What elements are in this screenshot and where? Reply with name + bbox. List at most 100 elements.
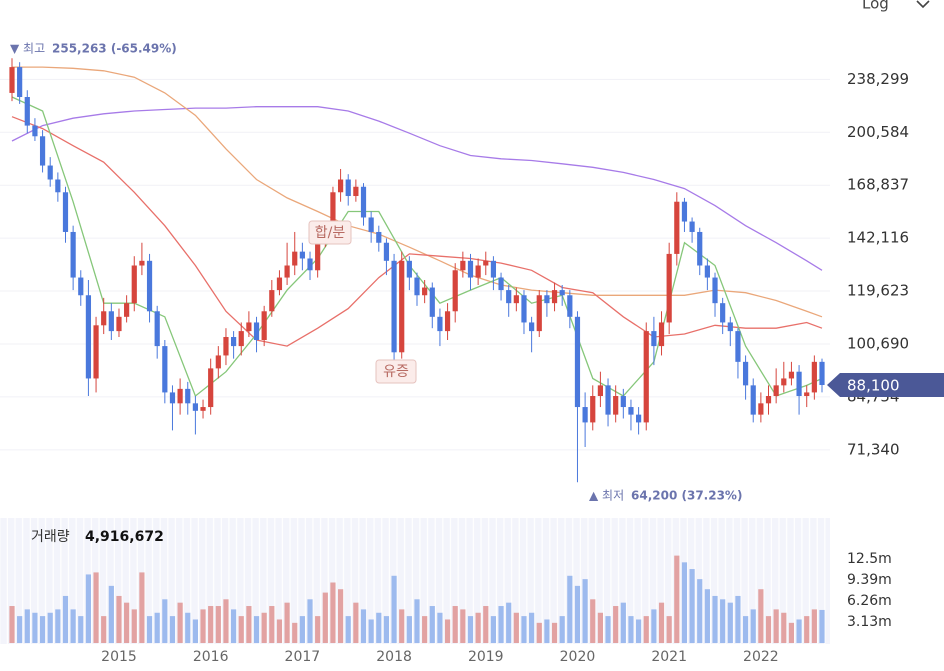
volume-bar (276, 619, 283, 643)
volume-bar (658, 602, 665, 643)
candle-body (422, 287, 428, 296)
candle-body (620, 396, 626, 408)
volume-bar (597, 612, 603, 643)
candle-body (391, 260, 397, 353)
candle-body (567, 295, 573, 317)
candle-body (253, 322, 260, 341)
x-tick-label: 2020 (560, 649, 596, 665)
candle-body (811, 361, 817, 393)
volume-bar (544, 619, 550, 643)
volume-bar (551, 622, 558, 643)
scale-toggle-label[interactable]: Log (862, 0, 889, 13)
volume-bar (345, 616, 351, 643)
volume-bar (360, 609, 367, 643)
volume-bar (192, 619, 198, 643)
candle-body (246, 322, 252, 332)
candle-body (284, 265, 290, 278)
candle-body (689, 221, 695, 232)
volume-bar (643, 616, 649, 643)
candle-body (582, 407, 588, 423)
volume-bar (177, 602, 183, 643)
candle-body (353, 186, 359, 197)
volume-bar (55, 609, 61, 643)
volume-bar (383, 616, 390, 643)
volume-bar (353, 602, 359, 643)
volume-bar (62, 595, 69, 643)
candle-body (368, 217, 374, 232)
candle-body (513, 295, 519, 304)
candle-body (521, 295, 527, 323)
candle-body (574, 316, 581, 408)
moving-average-line (11, 106, 823, 271)
volume-bar (681, 562, 688, 643)
volume-bar (758, 589, 764, 643)
candle-body (773, 385, 779, 397)
scale-toggle[interactable]: Log (862, 0, 930, 13)
candle-body (299, 251, 305, 259)
volume-bar (208, 606, 214, 643)
candle-body (727, 322, 733, 332)
candle-body (636, 414, 642, 423)
candle-body (116, 316, 122, 332)
x-tick-label: 2021 (651, 649, 687, 665)
event-box (375, 359, 417, 384)
candle-body (529, 322, 535, 332)
moving-average-line (11, 116, 823, 347)
candle-body (467, 260, 474, 278)
candle-body (192, 403, 198, 411)
x-tick-label: 2018 (376, 649, 412, 665)
candle-body (154, 311, 160, 347)
volume-bar (93, 572, 99, 643)
volume-bar (742, 616, 749, 643)
volume-bar (590, 599, 596, 643)
volume-bar (376, 612, 382, 643)
volume-bar (506, 602, 512, 643)
candle-body (651, 331, 657, 347)
event-label: 유증 (383, 364, 409, 380)
volume-bar (490, 616, 497, 643)
volume-bar (223, 599, 229, 643)
candle-body (208, 368, 214, 408)
chevron[interactable] (916, 0, 930, 9)
volume-tick-label: 6.26m (847, 593, 892, 609)
candle-body (177, 388, 183, 404)
volume-bar (467, 616, 474, 643)
candle-body (804, 392, 810, 397)
y-tick-label: 142,116 (847, 229, 909, 247)
volume-bar (704, 589, 710, 643)
candle-body (720, 303, 726, 323)
volume-bar (483, 606, 489, 643)
candle-body (337, 179, 344, 193)
x-tick-label: 2022 (743, 649, 779, 665)
volume-bar (582, 579, 588, 643)
candle-body (590, 396, 596, 423)
y-tick-label: 238,299 (847, 70, 909, 88)
volume-bar (32, 612, 38, 643)
candle-body (781, 378, 787, 386)
candle-body (788, 371, 795, 379)
volume-bar (819, 609, 825, 643)
candle-body (139, 260, 145, 266)
high-marker-label: ▼ 최고 (10, 42, 45, 56)
volume-bar (284, 602, 290, 643)
volume-bar (536, 622, 542, 643)
volume-bar (567, 575, 573, 643)
candle-body (55, 179, 61, 193)
volume-bar (101, 616, 107, 643)
volume-bar (437, 612, 443, 643)
volume-bar (185, 612, 191, 643)
candle-body (93, 325, 99, 379)
volume-label: 거래량 (31, 529, 70, 545)
candle-body (460, 260, 466, 271)
x-tick-label: 2015 (101, 649, 137, 665)
candle-body (414, 277, 420, 296)
volume-bar (108, 585, 114, 643)
volume-bar (253, 616, 260, 643)
volume-bar (85, 574, 92, 643)
candle-body (750, 385, 756, 415)
candle-body (712, 277, 718, 304)
x-tick-label: 2016 (193, 649, 229, 665)
candle-body (429, 287, 435, 317)
candle-body (536, 295, 542, 332)
volume-bar (651, 609, 657, 643)
